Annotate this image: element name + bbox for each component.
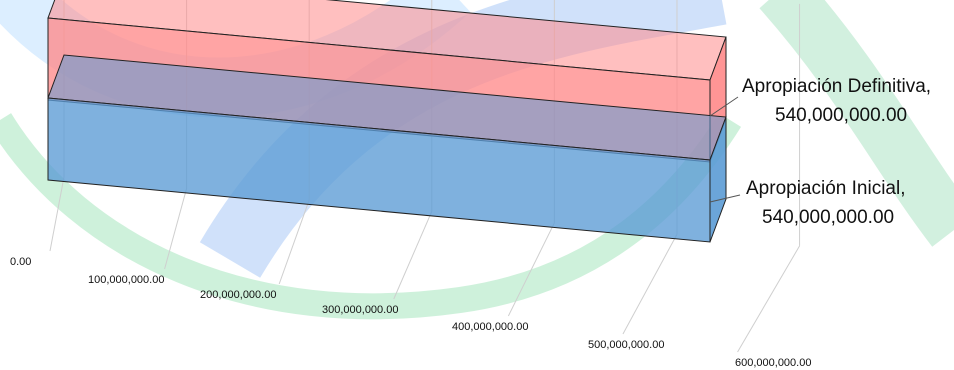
x-tick-label: 500,000,000.00 xyxy=(588,339,664,351)
leader-line xyxy=(709,194,741,203)
data-labels: Apropiación Definitiva, 540,000,000.00 Apr… xyxy=(709,76,931,228)
x-tick-label: 0.00 xyxy=(10,256,31,268)
x-axis-ticks: 0.00 100,000,000.00 200,000,000.00 300,000,… xyxy=(10,256,811,369)
data-label-value: 540,000,000.00 xyxy=(762,207,894,228)
gridline-floor xyxy=(393,211,433,300)
leader-line xyxy=(709,96,739,117)
x-tick-label: 400,000,000.00 xyxy=(452,321,528,333)
x-tick-label: 200,000,000.00 xyxy=(200,289,276,301)
data-label-value: 540,000,000.00 xyxy=(775,105,907,126)
bars xyxy=(47,0,727,243)
gridline-floor xyxy=(507,222,555,317)
bar-apropiacion-inicial xyxy=(47,54,727,243)
x-tick-label: 600,000,000.00 xyxy=(735,357,811,369)
gridline-floor xyxy=(737,245,800,353)
data-label-name: Apropiación Definitiva, xyxy=(742,76,931,97)
x-tick-label: 100,000,000.00 xyxy=(88,274,164,286)
x-tick-label: 300,000,000.00 xyxy=(322,304,398,316)
gridline-floor xyxy=(622,234,678,335)
data-label-name: Apropiación Inicial, xyxy=(746,178,905,199)
gridline-floor xyxy=(164,188,188,270)
bar-apropiacion-inicial-end-face xyxy=(709,116,727,243)
gridline-floor xyxy=(49,176,65,252)
gridline-floor xyxy=(278,199,310,285)
